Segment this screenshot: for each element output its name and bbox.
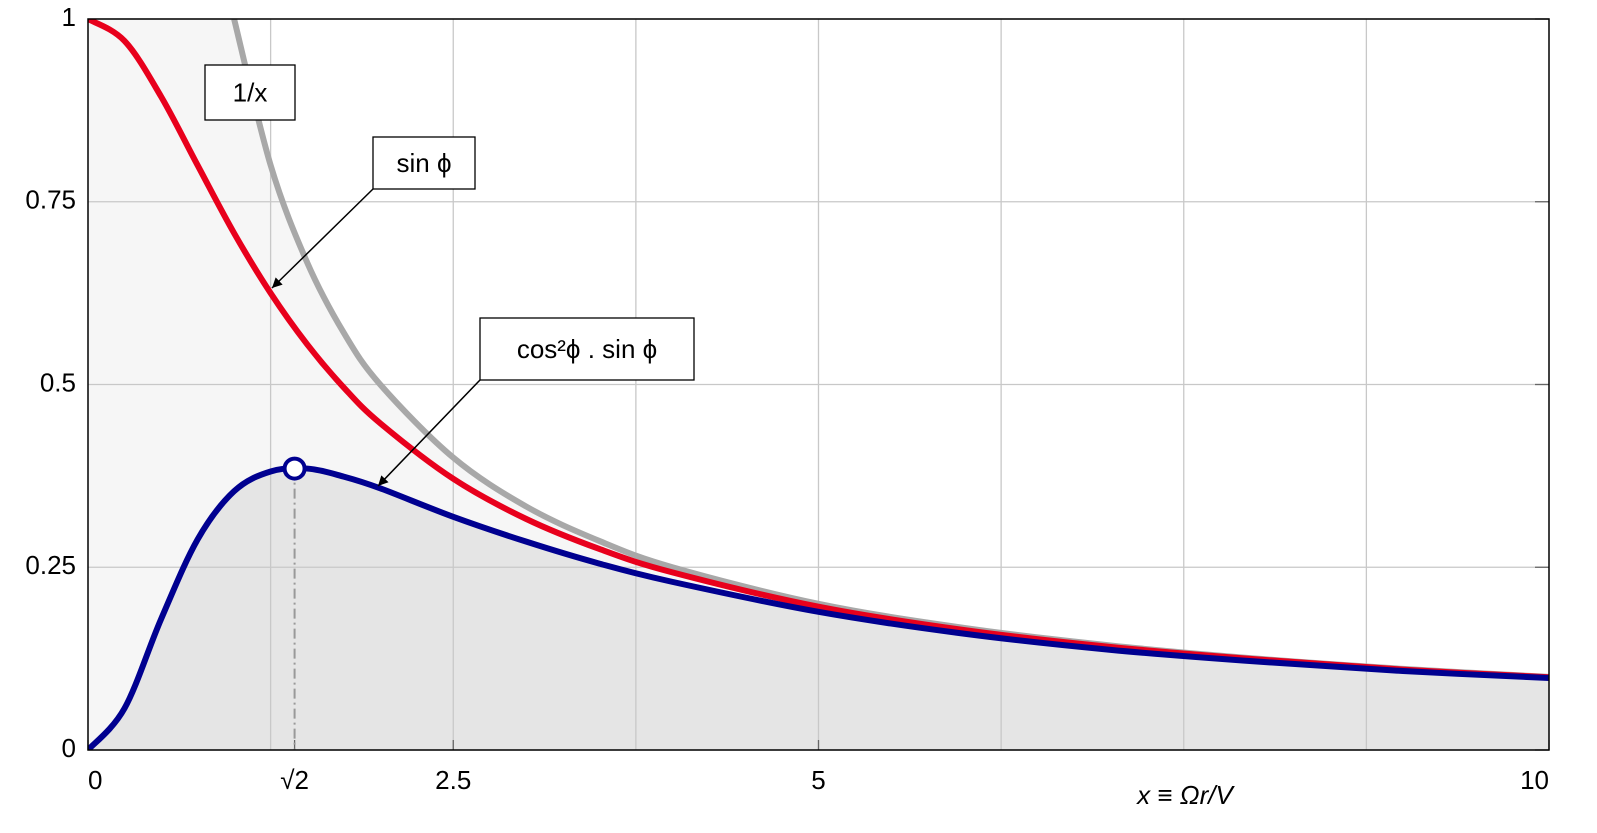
series-label: sin ϕ xyxy=(396,148,451,178)
y-tick-label: 0 xyxy=(62,733,76,763)
y-tick-label: 1 xyxy=(62,2,76,32)
label-arrow xyxy=(271,188,374,289)
series-label: 1/x xyxy=(233,77,268,107)
x-tick-label: 2.5 xyxy=(435,765,471,795)
series-line xyxy=(88,465,1549,750)
label-box xyxy=(479,317,695,381)
y-tick-label: 0.5 xyxy=(40,367,76,397)
x-tick-label: 0 xyxy=(88,765,102,795)
x-tick-label: √2 xyxy=(280,765,309,795)
y-tick-label: 0.25 xyxy=(25,550,76,580)
label-box xyxy=(372,136,476,190)
plot-frame xyxy=(87,18,1550,751)
x-axis-label: x ≡ Ωr/V xyxy=(1135,780,1235,810)
label-arrow xyxy=(377,379,481,487)
peak-marker xyxy=(282,456,307,481)
series-label: cos²ϕ . sin ϕ xyxy=(517,334,657,364)
y-tick-label: 0.75 xyxy=(25,185,76,215)
label-box xyxy=(204,64,296,121)
x-tick-label: 10 xyxy=(1520,765,1549,795)
x-tick-label: 5 xyxy=(811,765,825,795)
